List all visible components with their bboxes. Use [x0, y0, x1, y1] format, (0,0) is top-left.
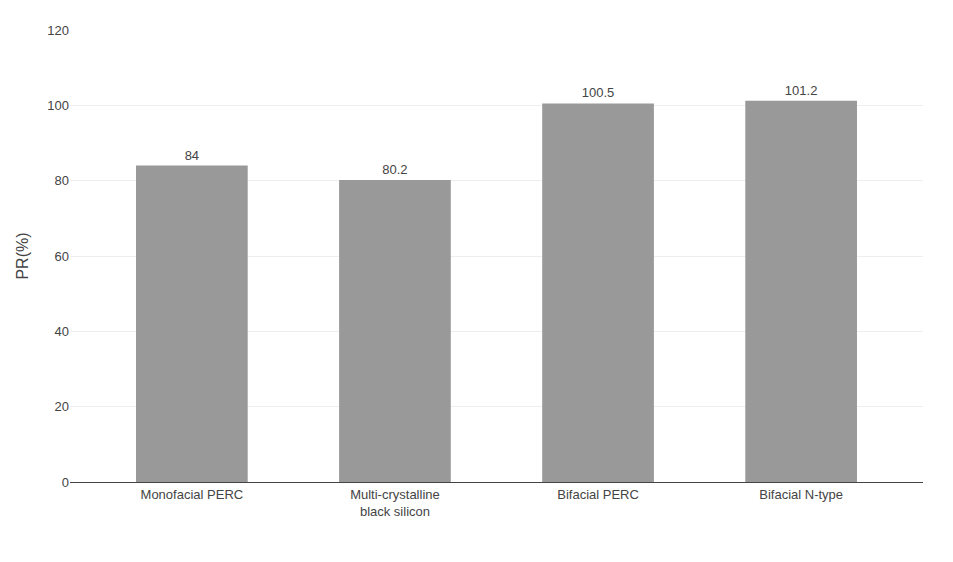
svg-text:Bifacial N-type: Bifacial N-type [759, 487, 843, 502]
svg-text:80.2: 80.2 [382, 162, 407, 177]
svg-text:60: 60 [55, 249, 69, 264]
svg-text:Multi-crystallineblack silicon: Multi-crystallineblack silicon [350, 487, 440, 519]
svg-text:PR(%): PR(%) [14, 232, 31, 279]
svg-text:100.5: 100.5 [582, 85, 615, 100]
svg-text:100: 100 [47, 98, 69, 113]
svg-text:80: 80 [55, 173, 69, 188]
svg-text:Bifacial PERC: Bifacial PERC [557, 487, 639, 502]
svg-text:84: 84 [185, 148, 199, 163]
svg-text:40: 40 [55, 324, 69, 339]
svg-text:20: 20 [55, 399, 69, 414]
svg-text:101.2: 101.2 [785, 83, 818, 98]
svg-text:Monofacial PERC: Monofacial PERC [141, 487, 244, 502]
svg-text:0: 0 [62, 475, 69, 490]
svg-text:120: 120 [47, 23, 69, 38]
